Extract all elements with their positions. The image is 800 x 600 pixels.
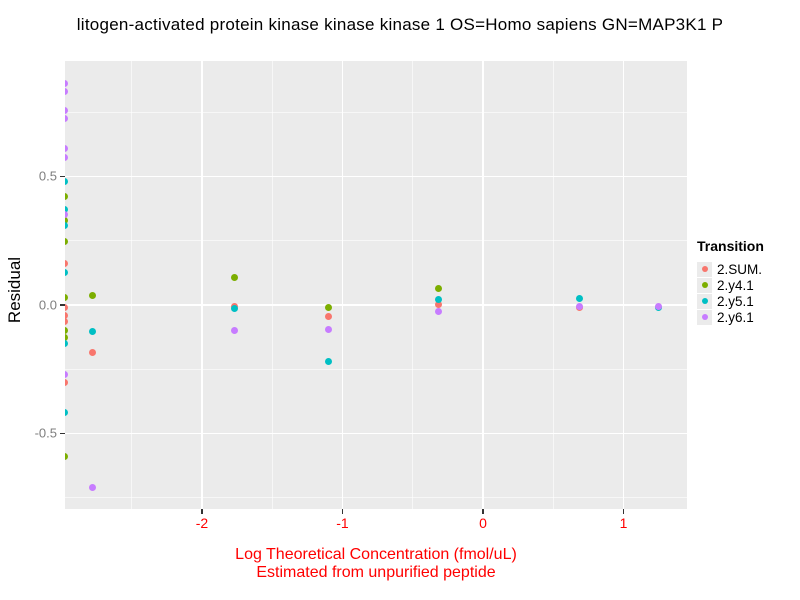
chart-title: litogen-activated protein kinase kinase … [76,15,724,34]
data-point [65,153,68,161]
x-tick-label: 0 [479,515,487,531]
data-point [65,303,68,311]
legend-key-dot [701,298,708,304]
legend: Transition 2.SUM. 2.y4.1 2.y5.1 2.y6.1 [697,238,764,325]
legend-key [697,261,712,277]
data-point [434,284,442,292]
x-tick-label: 1 [619,515,628,531]
y-tick-label: 0.5 [38,168,57,184]
y-major-gridline [65,304,687,306]
legend-title: Transition [697,238,764,254]
y-tick-mark [60,304,65,306]
legend-key-dot [701,266,708,272]
data-point [576,294,584,302]
data-point [65,260,68,268]
legend-item: 2.y6.1 [697,309,764,325]
x-tick-mark [482,509,484,514]
data-point [65,238,68,246]
data-point [324,326,332,334]
data-point [65,80,68,88]
y-minor-gridline [65,368,687,370]
y-minor-gridline [65,111,687,113]
data-point [324,312,332,320]
data-point [65,211,68,219]
legend-key [697,309,712,325]
data-point [65,178,68,186]
data-point [65,221,68,229]
legend-item: 2.y4.1 [697,277,764,293]
legend-item: 2.y5.1 [697,293,764,309]
data-point [65,370,68,378]
data-point [230,274,238,282]
data-point [65,193,68,201]
data-point [576,302,584,310]
data-point [65,293,68,301]
data-point [434,296,442,304]
data-point [65,453,68,461]
data-point [65,378,68,386]
data-point [65,115,68,123]
x-tick-mark [341,509,344,514]
x-axis-title-line2: Estimated from unpurified peptide [256,564,496,581]
x-major-gridline [622,61,625,509]
y-tick-mark [60,175,65,177]
x-minor-gridline [412,61,414,509]
y-axis-title: Residual [5,256,24,324]
data-point [65,269,68,277]
y-major-gridline [65,175,687,178]
y-major-gridline [65,432,687,435]
legend-items: 2.SUM. 2.y4.1 2.y5.1 2.y6.1 [697,261,764,325]
data-point [65,311,68,319]
legend-key [697,293,712,309]
x-major-gridline [482,61,484,509]
legend-item-label: 2.y6.1 [717,309,754,325]
data-point [230,305,238,313]
data-point [65,409,68,417]
data-point [65,144,68,152]
data-point [88,328,96,336]
data-point [434,307,442,315]
x-tick-mark [201,509,203,514]
x-minor-gridline [131,61,133,509]
x-axis-title-line1: Log Theoretical Concentration (fmol/uL) [235,546,517,563]
data-point [65,107,68,115]
data-point [655,302,663,310]
x-minor-gridline [271,61,273,509]
x-tick-label: -2 [195,515,209,531]
data-point [65,318,68,326]
data-point [65,88,68,96]
data-point [230,327,238,335]
data-point [88,292,96,300]
y-minor-gridline [65,497,687,499]
legend-key-dot [701,314,708,320]
data-point [65,339,68,347]
data-point [65,327,68,335]
legend-item: 2.SUM. [697,261,764,277]
data-point [88,483,96,491]
y-tick-mark [60,432,65,435]
data-point [434,301,442,309]
plot-panel [65,61,687,509]
x-tick-mark [622,509,625,514]
x-major-gridline [201,61,203,509]
legend-item-label: 2.y5.1 [717,293,754,309]
data-point [65,216,68,224]
x-major-gridline [341,61,344,509]
data-point [65,206,68,214]
legend-item-label: 2.y4.1 [717,277,754,293]
legend-item-label: 2.SUM. [717,261,763,277]
y-minor-gridline [65,240,687,242]
data-point [324,303,332,311]
x-minor-gridline [552,61,554,509]
legend-key [697,277,712,293]
y-tick-label: 0.0 [38,297,57,313]
legend-key-dot [701,282,708,288]
y-tick-label: -0.5 [34,425,57,441]
data-point [88,348,96,356]
x-axis-title: Log Theoretical Concentration (fmol/uL) … [65,546,687,582]
data-point [65,333,68,341]
data-point [324,357,332,365]
x-tick-label: -1 [336,515,349,531]
